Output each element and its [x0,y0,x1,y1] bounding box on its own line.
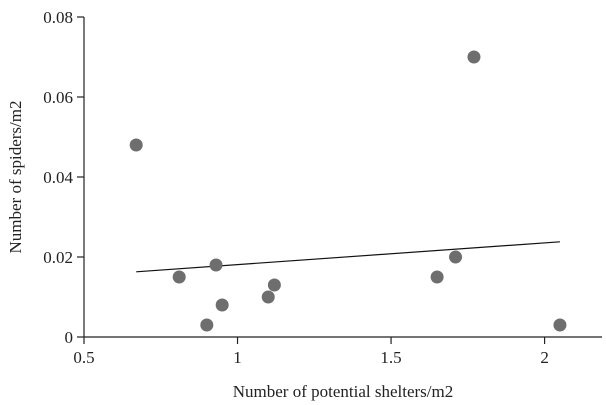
data-point [209,258,223,272]
data-point [261,290,275,304]
tick-group: 0 0.02 0.04 0.06 0.08 0.5 1 1.5 2 [43,8,549,367]
x-tick-label: 1.5 [380,348,401,367]
y-tick-label: 0.08 [43,8,73,27]
y-tick-label: 0 [65,328,74,347]
axes [83,17,602,338]
data-point [267,278,281,292]
x-tick-label: 0.5 [73,348,94,367]
trendline [136,241,560,273]
data-point [200,318,214,332]
y-axis-label: Number of spiders/m2 [6,101,25,254]
x-tick-label: 1 [233,348,242,367]
y-tick-label: 0.02 [43,248,73,267]
y-tick-label: 0.04 [43,168,73,187]
data-point [172,270,186,284]
trendline-group [136,241,560,273]
data-point [129,138,143,152]
point-group [129,50,567,332]
y-tick-label: 0.06 [43,88,73,107]
x-tick-label: 2 [540,348,549,367]
data-point [215,298,229,312]
data-point [467,50,481,64]
data-point [449,250,463,264]
x-axis-label: Number of potential shelters/m2 [233,382,453,401]
data-point [553,318,567,332]
data-point [430,270,444,284]
